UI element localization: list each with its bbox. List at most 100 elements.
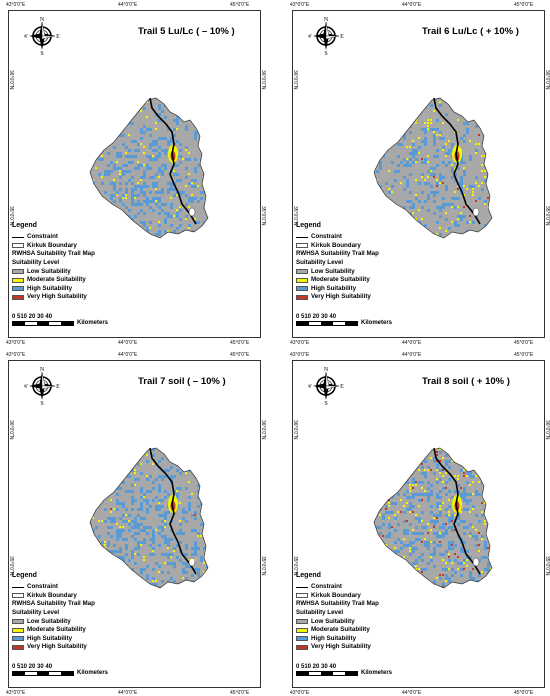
longitude-label: 44°0'0"E <box>118 340 138 346</box>
constraint-line <box>433 97 481 225</box>
legend-level-title: Suitability Level <box>296 608 344 616</box>
kirkuk-boundary <box>89 97 209 239</box>
scale-graphic <box>296 321 358 326</box>
constraint-line <box>433 447 481 575</box>
kirkuk-boundary <box>373 97 493 239</box>
legend-class: Low Suitability <box>12 267 95 276</box>
legend-label: Moderate Suitability <box>27 626 86 634</box>
longitude-label: 44°0'0"E <box>402 340 422 346</box>
scale-segment <box>37 322 49 325</box>
longitude-label: 43°0'0"E <box>290 690 310 696</box>
compass-label: W <box>24 34 28 40</box>
legend-label: Kirkuk Boundary <box>311 591 361 599</box>
class-swatch <box>296 277 308 283</box>
legend-class: High Suitability <box>296 635 379 644</box>
legend-class: Low Suitability <box>296 617 379 626</box>
legend-class: Low Suitability <box>296 267 379 276</box>
compass-label: S <box>40 401 43 406</box>
latitude-label: 36°0'0"N <box>260 70 266 90</box>
legend-level-title: Suitability Level <box>12 258 60 266</box>
longitude-label: 43°0'0"E <box>290 340 310 346</box>
legend-title: Legend <box>12 222 37 229</box>
latitude-label: 36°0'0"N <box>8 70 14 90</box>
latitude-label: 36°0'0"N <box>292 420 298 440</box>
longitude-label: 44°0'0"E <box>402 690 422 696</box>
scale-segment <box>309 322 321 325</box>
kirkuk-boundary <box>89 447 209 589</box>
latitude-label: 35°0'0"N <box>260 206 266 226</box>
map-frame <box>292 360 545 688</box>
legend-class: High Suitability <box>296 285 379 294</box>
legend-boundary: Kirkuk Boundary <box>12 242 95 251</box>
class-swatch <box>12 636 24 642</box>
scale-segment <box>321 322 333 325</box>
legend-label: Low Suitability <box>311 267 355 275</box>
kirkuk-map <box>373 97 493 239</box>
longitude-label: 45°0'0"E <box>230 340 250 346</box>
scale-unit: Kilometers <box>361 670 393 676</box>
scale-segment <box>61 672 73 675</box>
legend-label: Low Suitability <box>27 617 71 625</box>
legend-class: Very High Suitability <box>296 293 379 302</box>
compass-label: E <box>340 34 344 40</box>
longitude-label: 44°0'0"E <box>118 690 138 696</box>
legend-class: Moderate Suitability <box>12 276 95 285</box>
north-arrow-icon: N S W E <box>22 16 60 57</box>
legend-label: Very High Suitability <box>311 643 371 651</box>
scale-row: Kilometers <box>296 320 392 326</box>
legend-label: Low Suitability <box>27 267 71 275</box>
class-swatch <box>12 294 24 300</box>
water-body <box>188 557 196 567</box>
longitude-label: 45°0'0"E <box>230 690 250 696</box>
class-swatch <box>296 619 308 625</box>
map-legend: Legend Constraint Kirkuk Boundary RWHSA Sui… <box>296 222 379 302</box>
scale-ticks: 0 510 20 30 40 <box>12 664 53 670</box>
legend-label: Low Suitability <box>311 617 355 625</box>
compass-label: S <box>40 51 43 56</box>
scale-ticks: 0 510 20 30 40 <box>296 664 337 670</box>
scale-segment <box>309 672 321 675</box>
map-legend: Legend Constraint Kirkuk Boundary RWHSA Sui… <box>296 572 379 652</box>
compass-label: W <box>308 384 312 390</box>
water-body <box>188 207 196 217</box>
boundary-swatch <box>12 243 24 249</box>
water-body <box>472 557 480 567</box>
scale-segment <box>61 322 73 325</box>
scale-ticks: 0 510 20 30 40 <box>12 314 53 320</box>
map-title: Trail 6 Lu/Lc ( + 10% ) <box>422 26 519 37</box>
legend-class: Moderate Suitability <box>296 276 379 285</box>
compass-label: E <box>340 384 344 390</box>
legend-level-title: Suitability Level <box>12 608 60 616</box>
legend-constraint: Constraint <box>296 583 379 592</box>
longitude-label: 45°0'0"E <box>230 352 250 358</box>
scale-unit: Kilometers <box>77 320 109 326</box>
boundary-swatch <box>296 593 308 599</box>
class-swatch <box>12 619 24 625</box>
legend-constraint: Constraint <box>12 583 95 592</box>
legend-label: Moderate Suitability <box>311 276 370 284</box>
compass-label: E <box>56 34 60 40</box>
class-swatch <box>296 294 308 300</box>
scale-graphic <box>12 671 74 676</box>
legend-boundary: Kirkuk Boundary <box>296 592 379 601</box>
kirkuk-map <box>373 447 493 589</box>
legend-label: High Suitability <box>311 634 357 642</box>
longitude-label: 43°0'0"E <box>290 352 310 358</box>
constraint-swatch <box>12 236 24 238</box>
compass-label: N <box>324 17 329 23</box>
class-swatch <box>12 627 24 633</box>
longitude-label: 45°0'0"E <box>514 340 534 346</box>
map-panel: 43°0'0"E 44°0'0"E 45°0'0"E 43°0'0"E 44°0'0"E… <box>284 0 550 346</box>
longitude-label: 44°0'0"E <box>402 2 422 8</box>
longitude-label: 44°0'0"E <box>402 352 422 358</box>
legend-class: Moderate Suitability <box>12 626 95 635</box>
longitude-label: 45°0'0"E <box>514 690 534 696</box>
legend-class: High Suitability <box>12 635 95 644</box>
scale-row: Kilometers <box>12 670 108 676</box>
legend-boundary: Kirkuk Boundary <box>296 242 379 251</box>
legend-label: High Suitability <box>27 284 73 292</box>
longitude-label: 44°0'0"E <box>118 352 138 358</box>
legend-class: Very High Suitability <box>12 293 95 302</box>
legend-label: Very High Suitability <box>27 643 87 651</box>
legend-map-title: RWHSA Suitability Trail Map <box>296 250 379 258</box>
